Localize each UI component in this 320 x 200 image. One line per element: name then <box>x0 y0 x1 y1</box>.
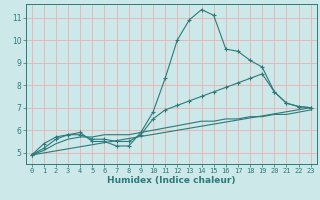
X-axis label: Humidex (Indice chaleur): Humidex (Indice chaleur) <box>107 176 236 185</box>
